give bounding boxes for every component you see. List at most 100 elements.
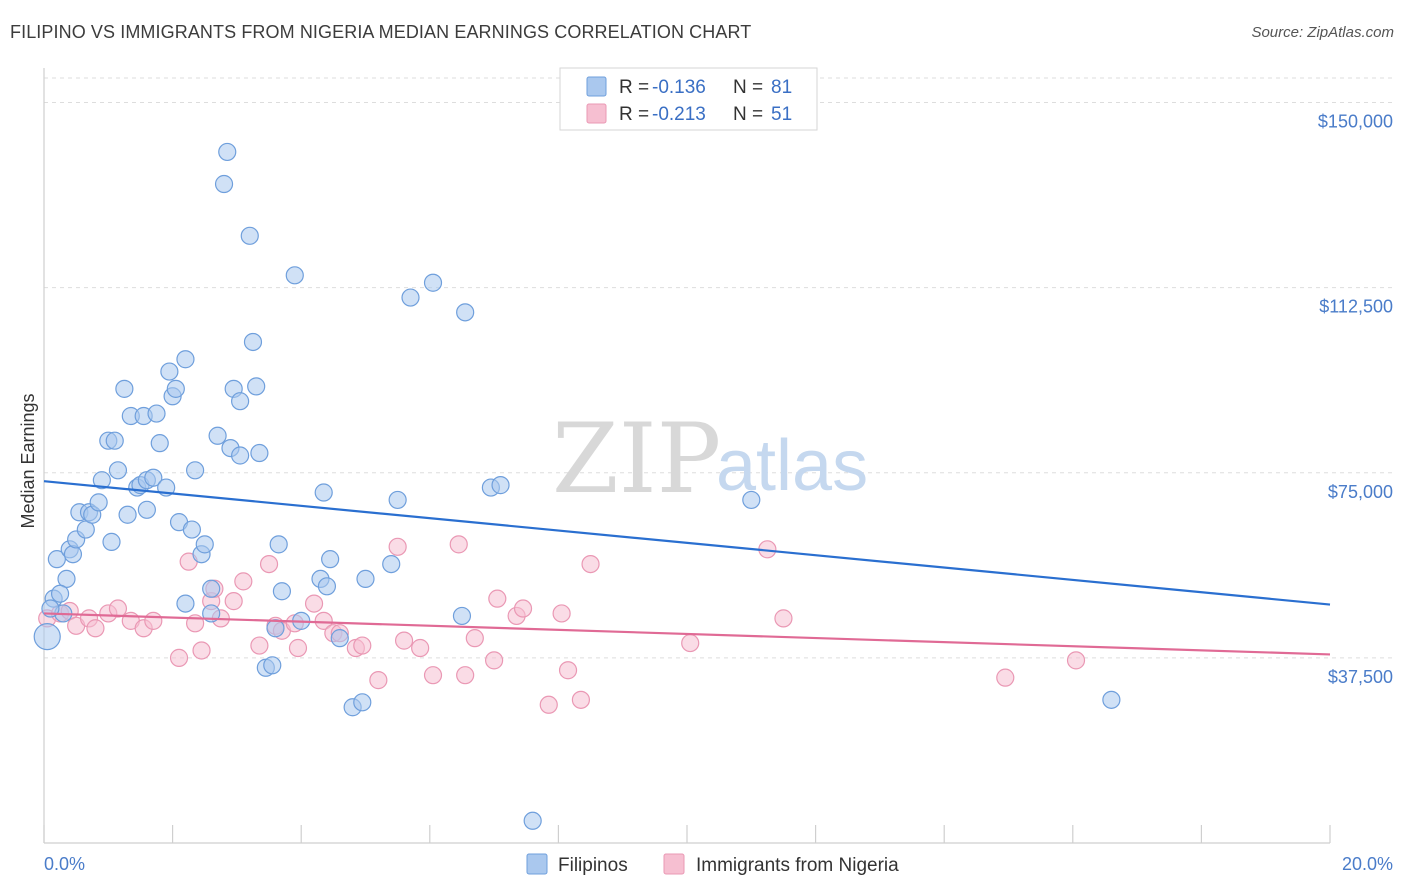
filipinos-point <box>1102 690 1121 709</box>
filipinos-trend-line <box>43 480 1331 606</box>
nigeria-point <box>1066 651 1086 670</box>
filipinos-point <box>202 579 221 598</box>
filipinos-point <box>218 142 237 162</box>
x-tick-label-0: 0.0% <box>44 854 85 874</box>
filipinos-point <box>456 303 475 322</box>
watermark-atlas: atlas <box>716 426 868 506</box>
filipinos-point <box>186 461 205 480</box>
nigeria-point <box>224 592 243 611</box>
nigeria-point <box>488 589 507 608</box>
filipinos-point <box>92 471 111 490</box>
filipinos-point <box>272 582 292 601</box>
filipinos-point <box>105 431 124 450</box>
filipinos-point <box>250 443 269 463</box>
nigeria-point <box>513 599 533 618</box>
series-legend: Filipinos Immigrants from Nigeria <box>526 853 899 876</box>
y-tick-label-1: $75,000 <box>1328 482 1393 502</box>
filipinos-point <box>166 379 185 398</box>
filipinos-point <box>401 288 420 307</box>
nigeria-point <box>465 629 484 648</box>
nigeria-point <box>449 535 468 554</box>
filipinos-point <box>182 520 201 539</box>
filipinos-point <box>523 811 542 830</box>
filipinos-point <box>742 490 761 510</box>
nigeria-point <box>234 572 253 591</box>
filipinos-point <box>150 434 169 453</box>
filipinos-point <box>176 350 195 369</box>
filipinos-point <box>321 550 340 569</box>
nigeria-point <box>353 636 372 655</box>
nigeria-point <box>388 537 407 556</box>
nigeria-point <box>411 638 430 658</box>
y-tick-label-3: $150,000 <box>1318 112 1393 132</box>
grid-layer <box>44 77 1394 659</box>
legend-n-value-1: 81 <box>771 77 792 98</box>
bottom-legend-label-nigeria: Immigrants from Nigeria <box>696 855 899 876</box>
bottom-legend-swatch-filipinos <box>526 853 548 875</box>
filipinos-point <box>491 476 510 495</box>
filipinos-point <box>240 226 259 245</box>
filipinos-point <box>231 392 250 411</box>
filipinos-point <box>147 404 166 423</box>
watermark: ZIP atlas <box>552 403 868 515</box>
filipinos-point <box>214 174 234 194</box>
correlation-legend: R = -0.136 N = 81 R = -0.213 N = 51 <box>559 67 818 131</box>
filipinos-point <box>144 468 163 487</box>
nigeria-point <box>456 666 475 685</box>
legend-n-label-2: N = <box>733 104 763 125</box>
legend-n-label-1: N = <box>733 77 763 98</box>
nigeria-point <box>169 648 189 667</box>
bottom-legend-label-filipinos: Filipinos <box>558 855 628 876</box>
nigeria-point <box>539 695 558 714</box>
nigeria-point <box>558 661 578 680</box>
filipinos-point <box>137 500 156 519</box>
nigeria-point <box>250 636 269 655</box>
axis-layer <box>43 68 1331 844</box>
y-tick-label-0: $37,500 <box>1328 667 1393 687</box>
chart-source: Source: ZipAtlas.com <box>1251 24 1394 41</box>
nigeria-point <box>423 666 443 685</box>
filipinos-point <box>89 493 108 512</box>
filipinos-point <box>102 532 121 551</box>
nigeria-point <box>552 604 571 623</box>
bottom-legend-swatch-nigeria <box>663 853 685 875</box>
filipinos-point <box>382 554 401 574</box>
nigeria-point <box>774 609 793 628</box>
filipinos-point <box>243 332 263 352</box>
filipinos-point <box>263 656 282 675</box>
filipinos-point <box>160 362 179 381</box>
filipinos-point <box>195 535 214 554</box>
filipinos-point <box>108 461 128 480</box>
filipinos-point <box>50 584 70 603</box>
nigeria-trend-line <box>43 612 1331 656</box>
nigeria-point <box>571 690 591 709</box>
filipinos-point <box>115 379 134 398</box>
filipinos-point <box>33 623 61 651</box>
nigeria-point <box>314 611 333 630</box>
filipinos-point <box>269 535 288 554</box>
filipinos-point <box>285 266 304 285</box>
nigeria-point <box>144 611 163 630</box>
filipinos-point <box>176 594 195 613</box>
nigeria-point <box>192 641 211 660</box>
filipinos-point <box>231 446 250 465</box>
y-axis-label: Median Earnings <box>18 393 38 528</box>
filipinos-point <box>317 577 337 596</box>
legend-r-label-2: R = <box>619 104 649 125</box>
filipinos-point <box>208 426 227 445</box>
nigeria-point <box>581 554 600 574</box>
filipinos-point <box>247 377 266 396</box>
filipinos-point <box>266 619 285 638</box>
nigeria-point <box>681 633 700 653</box>
nigeria-point <box>394 631 414 650</box>
legend-r-value-2: -0.213 <box>652 104 706 125</box>
filipinos-point <box>330 629 349 648</box>
x-tick-label-1: 20.0% <box>1342 854 1393 874</box>
y-tick-label-2: $112,500 <box>1319 297 1393 317</box>
legend-swatch-filipinos <box>586 76 607 97</box>
filipinos-point <box>63 545 83 564</box>
nigeria-point <box>86 619 105 638</box>
nigeria-point <box>259 554 279 574</box>
nigeria-point <box>485 651 504 670</box>
